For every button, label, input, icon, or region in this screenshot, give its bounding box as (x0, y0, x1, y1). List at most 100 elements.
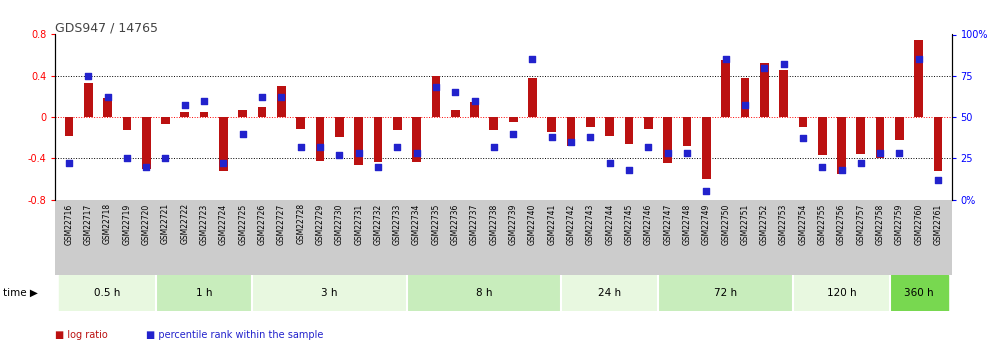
Text: GSM22752: GSM22752 (759, 203, 768, 245)
Bar (890, 275, 948, 310)
Bar (354, 117, 363, 166)
Text: GSM22746: GSM22746 (643, 203, 653, 245)
Point (660, 150, 676, 156)
Bar (315, 117, 324, 161)
Bar (103, 98, 112, 117)
Bar (876, 117, 884, 158)
Text: 3 h: 3 h (321, 287, 338, 297)
Point (254, 95, 270, 100)
Text: GSM22758: GSM22758 (876, 203, 884, 245)
Point (138, 164, 154, 169)
Bar (837, 117, 846, 174)
Text: GSM22738: GSM22738 (489, 203, 498, 245)
Text: GSM22756: GSM22756 (837, 203, 846, 245)
Text: GSM22719: GSM22719 (123, 203, 131, 245)
Point (157, 156, 173, 161)
Text: 120 h: 120 h (827, 287, 856, 297)
Bar (721, 60, 730, 117)
Point (485, 144, 501, 149)
Text: GSM22721: GSM22721 (161, 203, 170, 244)
Text: GSM22761: GSM22761 (933, 203, 943, 245)
Text: GSM22748: GSM22748 (683, 203, 692, 245)
Bar (760, 63, 768, 117)
Text: GSM22726: GSM22726 (258, 203, 267, 245)
Point (81, 73, 97, 79)
Point (621, 167, 637, 172)
Point (563, 139, 579, 145)
Bar (489, 117, 498, 130)
Bar (683, 117, 692, 146)
Text: GSM22718: GSM22718 (103, 203, 112, 244)
Bar (658, 275, 794, 310)
Text: GSM22737: GSM22737 (470, 203, 479, 245)
Text: GSM22725: GSM22725 (239, 203, 248, 245)
Text: GSM22728: GSM22728 (296, 203, 305, 244)
Text: GSM22747: GSM22747 (664, 203, 673, 245)
Point (235, 131, 251, 136)
Point (350, 150, 367, 156)
Text: ■ log ratio: ■ log ratio (55, 330, 108, 340)
Point (370, 164, 386, 169)
Bar (180, 112, 189, 117)
Text: GSM22733: GSM22733 (393, 203, 402, 245)
Bar (59, 275, 156, 310)
Bar (818, 117, 827, 155)
Point (601, 160, 617, 166)
Bar (407, 275, 562, 310)
Text: GSM22751: GSM22751 (740, 203, 749, 245)
Bar (470, 101, 479, 117)
Point (428, 85, 444, 90)
Point (119, 156, 135, 161)
Point (872, 150, 888, 156)
Point (795, 136, 811, 141)
Point (834, 167, 850, 172)
Bar (605, 117, 614, 136)
Bar (84, 83, 93, 117)
Text: 0.5 h: 0.5 h (95, 287, 121, 297)
Bar (548, 117, 556, 132)
Bar (799, 117, 808, 127)
Point (273, 95, 289, 100)
Text: GSM22753: GSM22753 (779, 203, 788, 245)
Point (506, 131, 522, 136)
Bar (258, 107, 267, 117)
Point (331, 152, 347, 158)
Bar (123, 117, 131, 130)
Text: 8 h: 8 h (476, 287, 492, 297)
Bar (432, 76, 440, 117)
Bar (142, 117, 150, 169)
Text: GSM22720: GSM22720 (142, 203, 151, 245)
Point (698, 188, 714, 194)
Text: GSM22759: GSM22759 (895, 203, 904, 245)
Text: GSM22742: GSM22742 (567, 203, 576, 245)
Point (100, 95, 116, 100)
Bar (277, 86, 286, 117)
Text: GSM22744: GSM22744 (605, 203, 614, 245)
Point (60, 160, 77, 166)
Point (853, 160, 869, 166)
Bar (220, 117, 228, 171)
Bar (199, 112, 208, 117)
Text: 72 h: 72 h (714, 287, 737, 297)
Bar (64, 117, 74, 136)
Point (196, 98, 212, 103)
Bar (393, 117, 402, 130)
Text: GSM22757: GSM22757 (856, 203, 865, 245)
Bar (253, 275, 407, 310)
Text: GSM22749: GSM22749 (702, 203, 711, 245)
Point (409, 150, 425, 156)
Text: GSM22760: GSM22760 (914, 203, 923, 245)
Point (177, 103, 193, 108)
Bar (567, 117, 575, 146)
Bar (794, 275, 890, 310)
Bar (161, 117, 170, 124)
Text: GSM22750: GSM22750 (721, 203, 730, 245)
Bar (156, 275, 253, 310)
Bar (644, 117, 653, 129)
Bar (740, 78, 749, 117)
Point (679, 150, 695, 156)
Bar (335, 117, 343, 137)
Point (390, 144, 406, 149)
Text: GSM22724: GSM22724 (219, 203, 228, 245)
Point (466, 98, 482, 103)
